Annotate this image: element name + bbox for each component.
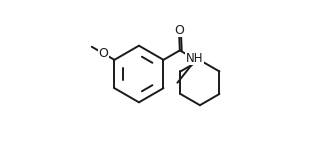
Text: O: O	[174, 24, 184, 37]
Text: NH: NH	[186, 52, 203, 65]
Text: O: O	[98, 47, 108, 60]
